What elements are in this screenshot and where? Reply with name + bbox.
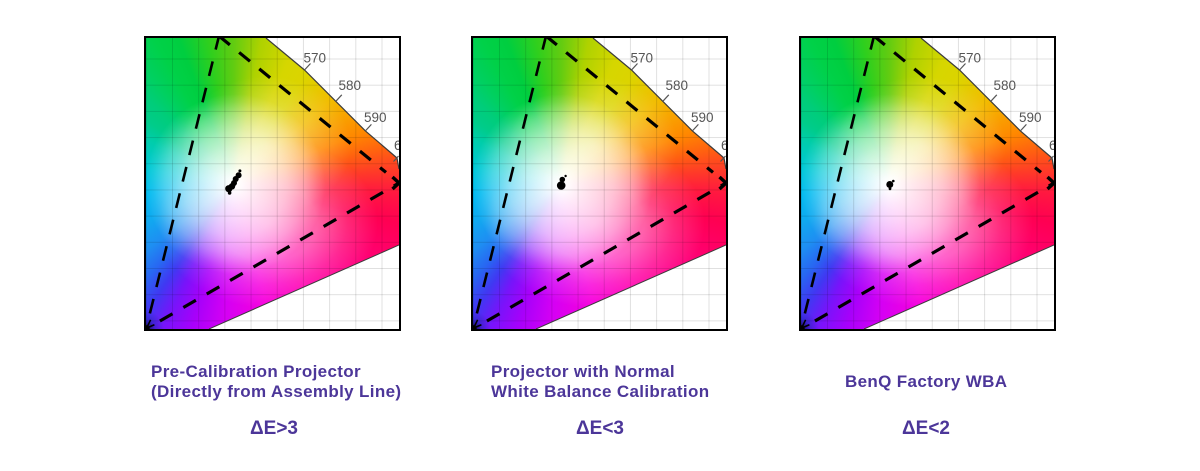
- svg-text:580: 580: [994, 78, 1017, 93]
- svg-text:590: 590: [364, 110, 387, 125]
- svg-text:590: 590: [691, 110, 714, 125]
- svg-text:600: 600: [721, 138, 726, 153]
- svg-text:580: 580: [339, 78, 362, 93]
- svg-text:570: 570: [631, 51, 654, 66]
- svg-text:600: 600: [394, 138, 399, 153]
- svg-text:580: 580: [666, 78, 689, 93]
- svg-text:590: 590: [1019, 110, 1042, 125]
- svg-text:600: 600: [1049, 138, 1054, 153]
- svg-text:570: 570: [959, 51, 982, 66]
- svg-text:570: 570: [304, 51, 327, 66]
